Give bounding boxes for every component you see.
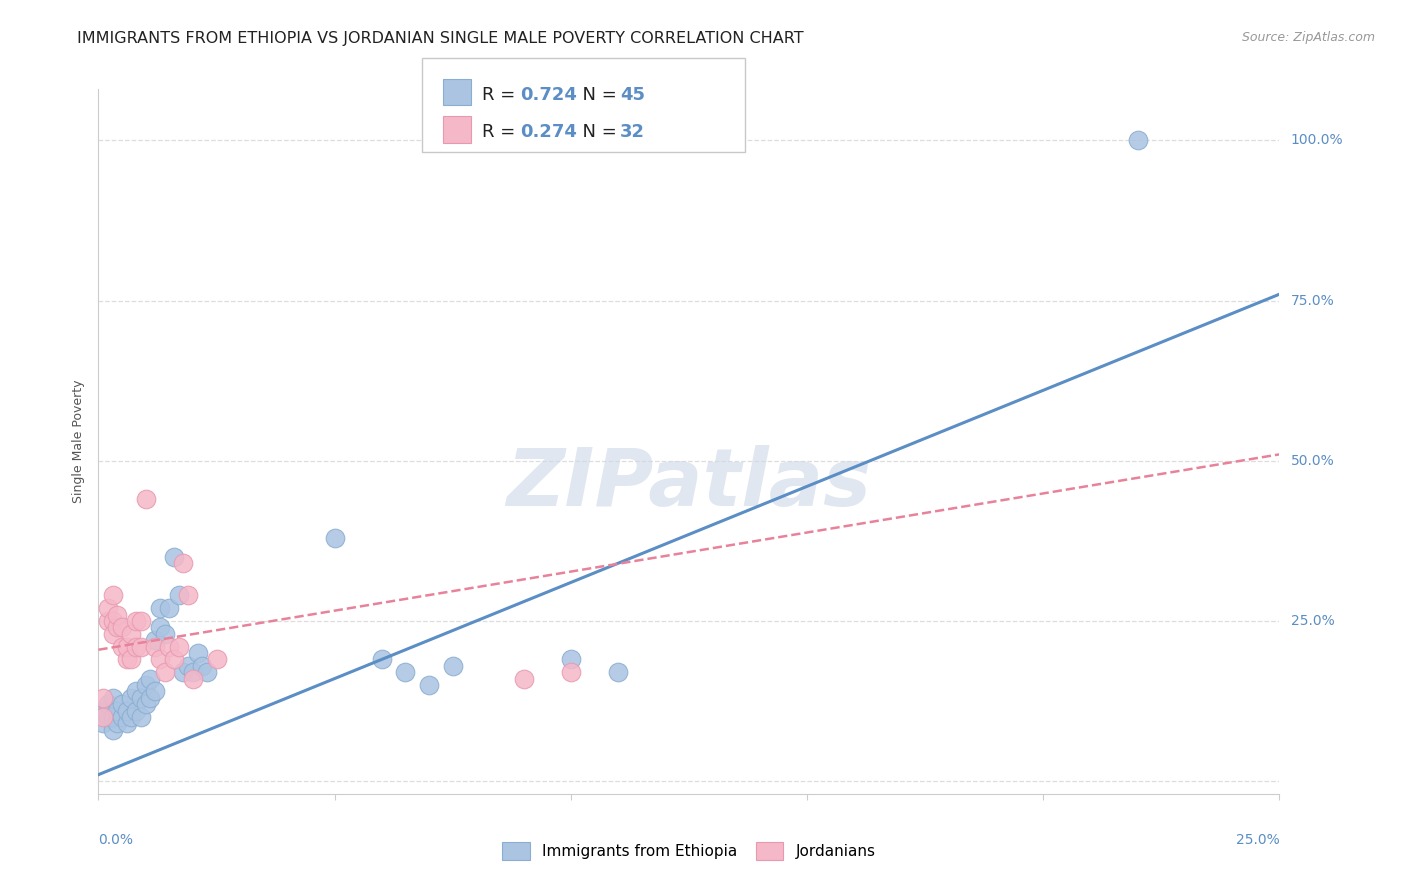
Point (115, 716, 138, 731)
Point (139, 672, 162, 686)
Point (101, 588, 124, 602)
Point (121, 710, 143, 724)
Point (177, 588, 200, 602)
Y-axis label: Single Male Poverty: Single Male Poverty (72, 380, 86, 503)
Point (135, 697, 157, 711)
Point (149, 652, 172, 666)
Point (129, 614, 152, 628)
Point (111, 640, 134, 654)
Point (111, 620, 134, 634)
Point (97, 614, 120, 628)
Point (157, 601, 180, 615)
Point (163, 549, 186, 564)
Point (153, 626, 176, 640)
Point (125, 704, 148, 718)
Point (125, 640, 148, 654)
Point (149, 601, 172, 615)
Text: N =: N = (571, 86, 623, 103)
Point (125, 684, 148, 698)
Text: 0.274: 0.274 (520, 123, 576, 141)
Point (105, 704, 128, 718)
Point (105, 716, 128, 731)
Point (172, 665, 194, 680)
Point (101, 626, 124, 640)
Point (121, 690, 143, 705)
Point (191, 658, 214, 673)
Point (181, 672, 204, 686)
Point (394, 665, 416, 680)
Point (153, 665, 176, 680)
Point (163, 652, 186, 666)
Point (172, 556, 194, 570)
Point (135, 492, 157, 507)
Point (115, 652, 138, 666)
Point (560, 665, 582, 680)
Point (512, 672, 534, 686)
Point (371, 652, 394, 666)
Point (143, 684, 166, 698)
Point (91, 704, 114, 718)
Point (115, 640, 138, 654)
Text: 25.0%: 25.0% (1236, 833, 1279, 847)
Point (323, 531, 346, 545)
Point (97, 710, 120, 724)
Text: 25.0%: 25.0% (1291, 614, 1334, 628)
Point (121, 652, 143, 666)
Text: 45: 45 (620, 86, 645, 103)
Point (157, 640, 180, 654)
Point (205, 652, 228, 666)
Text: ZIPatlas: ZIPatlas (506, 445, 872, 523)
Point (177, 658, 200, 673)
Point (129, 690, 152, 705)
Point (195, 665, 218, 680)
Point (139, 690, 162, 705)
Point (111, 710, 134, 724)
Point (105, 620, 128, 634)
Point (101, 710, 124, 724)
Legend: Immigrants from Ethiopia, Jordanians: Immigrants from Ethiopia, Jordanians (495, 834, 883, 867)
Point (97, 601, 120, 615)
Point (167, 640, 190, 654)
Point (135, 678, 157, 692)
Point (91, 710, 114, 724)
Point (149, 620, 172, 634)
Point (97, 697, 120, 711)
Point (1126, 133, 1149, 147)
Text: IMMIGRANTS FROM ETHIOPIA VS JORDANIAN SINGLE MALE POVERTY CORRELATION CHART: IMMIGRANTS FROM ETHIOPIA VS JORDANIAN SI… (77, 31, 804, 46)
Point (607, 665, 630, 680)
Point (91, 690, 114, 705)
Text: R =: R = (482, 123, 522, 141)
Point (125, 614, 148, 628)
Text: 32: 32 (620, 123, 645, 141)
Point (101, 614, 124, 628)
Text: R =: R = (482, 86, 522, 103)
Text: N =: N = (571, 123, 623, 141)
Text: 100.0%: 100.0% (1291, 134, 1343, 147)
Text: 75.0%: 75.0% (1291, 293, 1334, 308)
Point (129, 710, 152, 724)
Point (441, 658, 464, 673)
Point (101, 723, 124, 737)
Point (167, 588, 190, 602)
Point (418, 678, 440, 692)
Point (91, 716, 114, 731)
Point (111, 697, 134, 711)
Point (105, 607, 128, 622)
Point (560, 652, 582, 666)
Point (143, 640, 166, 654)
Text: 0.724: 0.724 (520, 86, 576, 103)
Text: 0.0%: 0.0% (98, 833, 134, 847)
Point (121, 626, 143, 640)
Point (129, 640, 152, 654)
Point (101, 690, 124, 705)
Point (181, 665, 204, 680)
Point (143, 633, 166, 648)
Text: 50.0%: 50.0% (1291, 454, 1334, 467)
Point (115, 704, 138, 718)
Text: Source: ZipAtlas.com: Source: ZipAtlas.com (1241, 31, 1375, 45)
Point (187, 646, 209, 660)
